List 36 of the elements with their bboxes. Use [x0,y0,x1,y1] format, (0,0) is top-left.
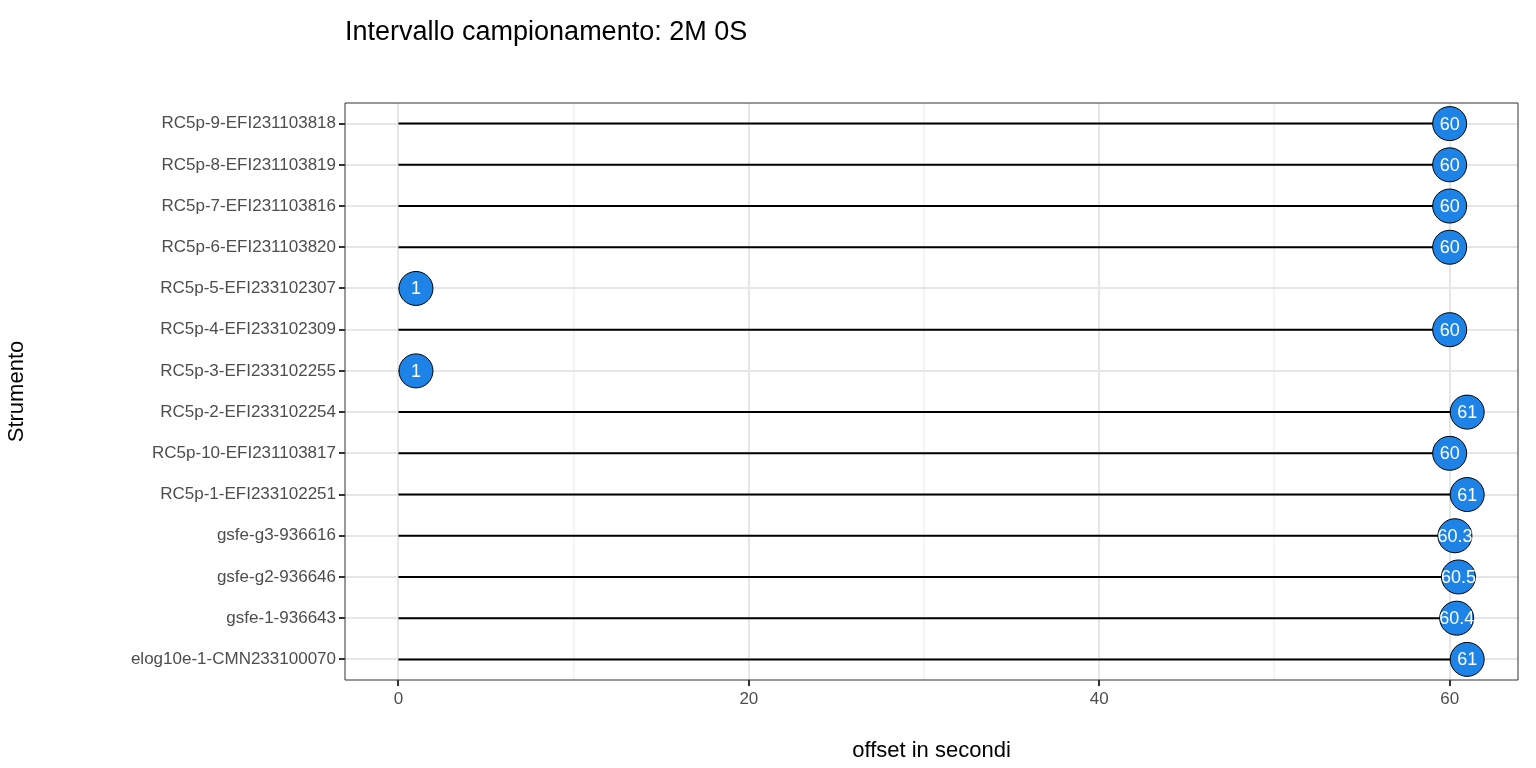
y-tick-label: RC5p-2-EFI233102254 [160,401,336,421]
data-label: 60 [1439,196,1460,216]
y-axis-title: Strumento [3,340,29,443]
data-label: 60.5 [1440,566,1476,587]
x-tick-label: 20 [739,688,759,708]
data-label: 61 [1457,649,1478,670]
data-label: 60 [1439,443,1460,464]
x-tick-label: 60 [1440,688,1460,708]
data-label: 61 [1457,402,1478,423]
x-tick-label: 40 [1089,688,1109,708]
point [398,270,434,306]
x-axis-title: offset in secondi [852,736,1011,762]
point [398,353,434,389]
y-tick-label: RC5p-8-EFI231103819 [161,154,336,174]
y-tick-label: RC5p-7-EFI231103816 [161,195,336,215]
y-tick-label: RC5p-4-EFI233102309 [160,319,336,339]
data-label: 60 [1439,319,1460,340]
y-tick-label: gsfe-g3-936616 [216,525,336,545]
data-label: 61 [1457,484,1478,505]
y-tick-label: RC5p-1-EFI233102251 [160,484,336,504]
data-label: 60 [1439,154,1460,175]
data-label: 60.3 [1437,525,1473,546]
y-tick-label: gsfe-1-936643 [226,607,336,627]
y-tick-label: RC5p-5-EFI233102307 [160,278,336,298]
y-tick-label: RC5p-6-EFI231103820 [161,236,336,256]
y-tick-label: gsfe-g2-936646 [216,566,336,586]
y-tick-label: RC5p-10-EFI231103817 [152,443,336,463]
y-tick-label: elog10e-1-CMN233100070 [130,649,336,669]
data-label: 1 [410,278,421,299]
data-label: 60 [1439,237,1460,258]
x-tick-label: 0 [393,688,404,708]
data-label: 1 [410,360,421,381]
y-tick-label: RC5p-3-EFI233102255 [160,360,336,380]
y-tick-label: RC5p-9-EFI231103818 [161,113,336,133]
chart-title: Intervallo campionamento: 2M 0S [345,16,748,46]
data-label: 60 [1439,113,1460,134]
